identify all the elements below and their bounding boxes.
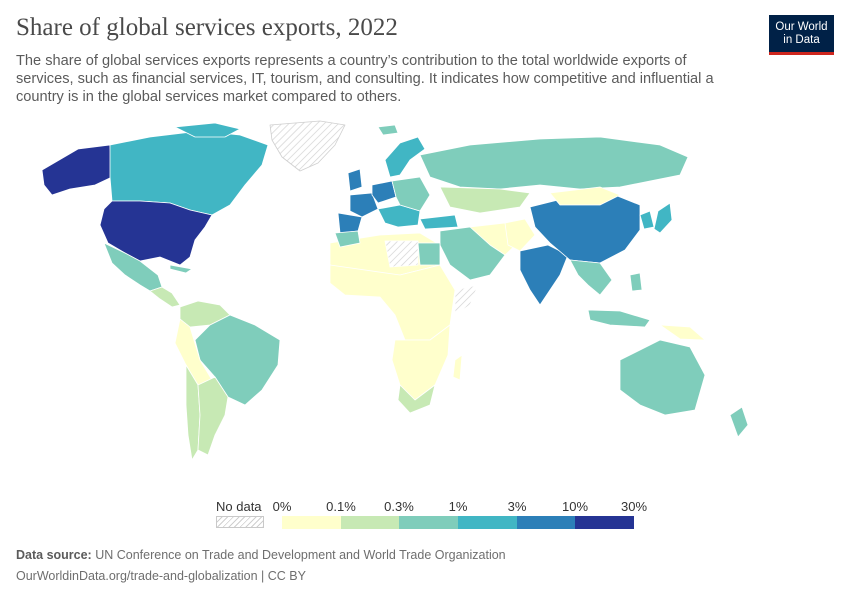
region-papua	[659, 324, 706, 341]
region-australia	[619, 339, 706, 416]
region-korea	[639, 210, 655, 230]
region-japan	[653, 202, 673, 234]
region-united-states	[99, 200, 213, 266]
chart-title: Share of global services exports, 2022	[16, 14, 398, 41]
legend-nodata-label: No data	[216, 499, 262, 514]
world-map	[41, 120, 749, 461]
legend-nodata-swatch	[216, 516, 264, 528]
legend-tick: 0%	[272, 499, 292, 514]
source-url[interactable]: OurWorldinData.org/trade-and-globalizati…	[16, 569, 306, 583]
legend-tick: 0.1%	[326, 499, 356, 514]
region-france	[349, 192, 379, 218]
legend-swatch	[282, 516, 341, 529]
region-southeast-asia	[569, 259, 613, 296]
legend-tick: 3%	[507, 499, 527, 514]
legend-tick: 30%	[620, 499, 648, 514]
region-libya	[384, 240, 419, 268]
region-turkey	[419, 214, 459, 230]
region-central-america	[149, 286, 181, 308]
region-madagascar	[452, 354, 463, 381]
region-afghanistan-pakistan	[504, 218, 536, 252]
region-morocco	[334, 230, 361, 248]
legend-swatch	[399, 516, 458, 529]
region-greenland	[269, 120, 346, 172]
region-new-zealand	[729, 406, 749, 438]
region-philippines	[629, 272, 643, 292]
legend-tick: 1%	[448, 499, 468, 514]
legend-swatch	[458, 516, 517, 529]
region-egypt	[417, 242, 441, 266]
owid-logo[interactable]: Our World in Data	[769, 15, 834, 55]
region-horn-of-africa	[454, 284, 479, 316]
region-argentina	[197, 376, 229, 456]
data-source-text: UN Conference on Trade and Development a…	[95, 548, 506, 562]
data-source: Data source: UN Conference on Trade and …	[16, 548, 506, 562]
legend-swatch	[341, 516, 399, 529]
region-canada-islands	[174, 122, 241, 138]
region-germany-benelux	[371, 180, 397, 204]
color-legend: No data 0% 0.1% 0.3% 1% 3% 10% 30%	[0, 495, 850, 535]
legend-tick: 10%	[561, 499, 589, 514]
region-west-central-africa	[329, 264, 456, 341]
region-iberia	[337, 212, 363, 234]
region-india	[519, 244, 569, 306]
region-iceland	[377, 124, 399, 136]
legend-tick: 0.3%	[384, 499, 414, 514]
region-indonesia	[587, 309, 651, 328]
logo-line-2: in Data	[783, 33, 820, 46]
region-russia	[419, 136, 689, 190]
logo-line-1: Our World	[775, 20, 828, 33]
region-eastern-europe	[391, 176, 431, 212]
region-scandinavia	[384, 136, 426, 178]
region-mongolia	[549, 186, 621, 206]
chart-subtitle: The share of global services exports rep…	[16, 53, 714, 105]
region-alaska	[41, 144, 113, 196]
region-south-africa	[397, 384, 436, 414]
region-uk	[347, 168, 363, 192]
legend-swatch	[517, 516, 575, 529]
region-kazakhstan	[439, 186, 531, 214]
region-caribbean	[169, 264, 193, 274]
data-source-label: Data source:	[16, 548, 92, 562]
legend-swatch	[575, 516, 634, 529]
